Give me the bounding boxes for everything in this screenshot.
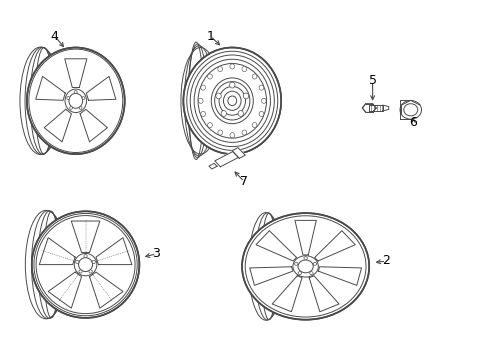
Ellipse shape (298, 272, 301, 275)
Polygon shape (256, 231, 296, 261)
Ellipse shape (207, 122, 212, 128)
Ellipse shape (313, 262, 316, 265)
Ellipse shape (259, 111, 263, 117)
Ellipse shape (27, 48, 124, 154)
Polygon shape (64, 59, 87, 87)
Text: 2: 2 (382, 255, 389, 267)
Polygon shape (308, 276, 338, 312)
Ellipse shape (92, 260, 95, 264)
Text: 5: 5 (368, 75, 376, 87)
Ellipse shape (242, 67, 246, 72)
Ellipse shape (243, 93, 248, 99)
Polygon shape (272, 276, 302, 312)
Text: 1: 1 (206, 30, 214, 42)
Ellipse shape (79, 107, 81, 109)
Polygon shape (86, 76, 116, 100)
Text: 3: 3 (152, 247, 160, 260)
Polygon shape (231, 148, 245, 158)
Ellipse shape (74, 253, 97, 276)
Ellipse shape (303, 257, 307, 260)
Polygon shape (36, 76, 65, 100)
Ellipse shape (215, 93, 221, 99)
Ellipse shape (183, 48, 281, 154)
Polygon shape (80, 109, 107, 142)
Ellipse shape (79, 270, 82, 273)
Ellipse shape (201, 111, 205, 117)
Text: 7: 7 (240, 175, 248, 188)
Ellipse shape (70, 107, 72, 109)
Ellipse shape (261, 98, 265, 103)
Ellipse shape (294, 262, 297, 265)
Ellipse shape (201, 85, 205, 90)
Ellipse shape (198, 98, 203, 103)
Polygon shape (214, 152, 238, 167)
Polygon shape (71, 221, 100, 252)
Polygon shape (39, 238, 75, 265)
Polygon shape (362, 104, 375, 112)
Polygon shape (362, 104, 375, 112)
Ellipse shape (242, 213, 368, 320)
Ellipse shape (82, 96, 84, 100)
Ellipse shape (399, 100, 421, 119)
Polygon shape (314, 231, 354, 261)
Polygon shape (368, 105, 382, 111)
Ellipse shape (238, 111, 243, 116)
Polygon shape (48, 272, 81, 308)
Polygon shape (249, 267, 292, 285)
Ellipse shape (67, 96, 69, 100)
Ellipse shape (229, 82, 234, 88)
Ellipse shape (76, 260, 79, 264)
Ellipse shape (218, 67, 222, 72)
Polygon shape (382, 105, 388, 111)
Ellipse shape (32, 211, 139, 318)
Ellipse shape (218, 130, 222, 135)
Polygon shape (294, 220, 316, 255)
Ellipse shape (84, 255, 87, 258)
Polygon shape (89, 272, 123, 308)
Polygon shape (208, 163, 217, 169)
Ellipse shape (207, 74, 212, 79)
Polygon shape (318, 267, 361, 285)
Polygon shape (96, 238, 132, 265)
Ellipse shape (229, 64, 234, 69)
Ellipse shape (252, 122, 256, 128)
Ellipse shape (221, 111, 226, 116)
Ellipse shape (211, 78, 253, 124)
Ellipse shape (309, 272, 312, 275)
Polygon shape (44, 109, 71, 142)
Ellipse shape (74, 90, 77, 94)
Ellipse shape (229, 132, 234, 138)
Ellipse shape (292, 256, 318, 277)
Text: 6: 6 (408, 116, 416, 129)
Ellipse shape (259, 85, 263, 90)
Ellipse shape (89, 270, 92, 273)
Ellipse shape (242, 130, 246, 135)
Ellipse shape (65, 89, 86, 113)
Text: 4: 4 (51, 30, 59, 42)
Ellipse shape (252, 74, 256, 79)
